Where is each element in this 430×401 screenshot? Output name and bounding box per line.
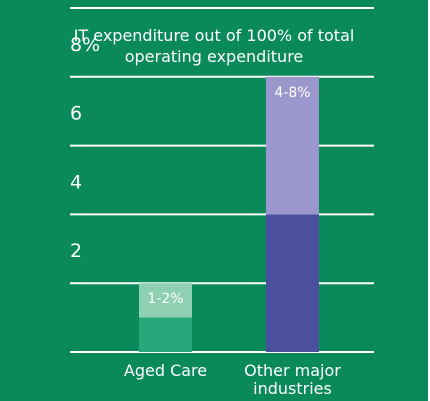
category-label-0-line-0: Aged Care xyxy=(124,361,207,380)
chart-title-line-1: IT expenditure out of 100% of total xyxy=(74,26,355,45)
gridlines xyxy=(70,7,374,353)
chart-title: IT expenditure out of 100% of total oper… xyxy=(74,26,355,66)
bar-range-0 xyxy=(139,283,192,318)
category-label-1-line-0: Other major xyxy=(244,361,341,380)
y-tick-label-2: 2 xyxy=(70,240,82,262)
bar-range-1 xyxy=(266,76,319,215)
chart-title-line-2: operating expenditure xyxy=(125,47,304,66)
bar-base-0 xyxy=(139,317,192,352)
y-tick-labels: 2 4 6 8% xyxy=(70,34,100,262)
bars: 1-2% 4-8% xyxy=(139,76,319,352)
data-label-1: 4-8% xyxy=(274,85,310,101)
y-tick-label-6: 6 xyxy=(70,103,82,125)
bar-base-1 xyxy=(266,214,319,352)
data-label-0: 1-2% xyxy=(147,291,183,307)
y-tick-label-8: 8% xyxy=(70,34,100,56)
category-label-1-line-1: industries xyxy=(253,379,332,398)
y-tick-label-4: 4 xyxy=(70,171,82,193)
